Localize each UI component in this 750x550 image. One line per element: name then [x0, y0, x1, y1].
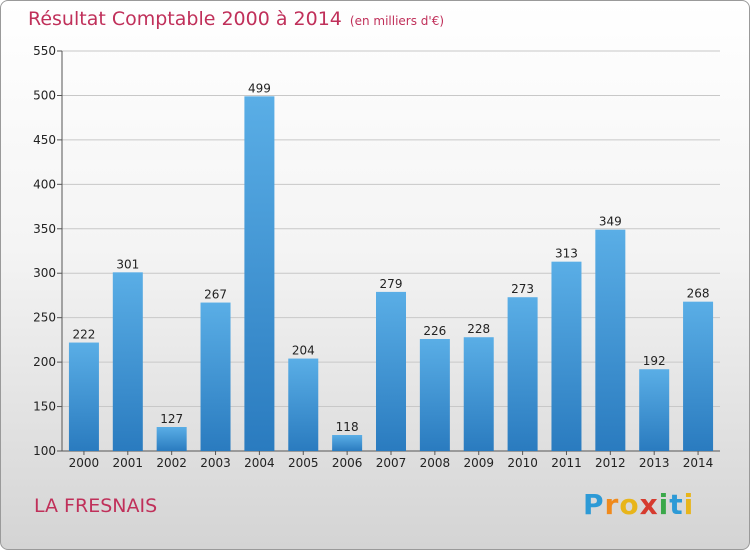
bar-2001[interactable]	[112, 272, 143, 451]
y-tick-label: 300	[33, 266, 56, 280]
bar-value-label: 273	[511, 282, 534, 296]
x-tick-label: 2005	[288, 456, 319, 470]
y-tick-label: 250	[33, 311, 56, 325]
bar-2006[interactable]	[332, 435, 363, 451]
bar-value-label: 192	[643, 354, 666, 368]
logo-letter: i	[658, 488, 670, 521]
bar-2002[interactable]	[156, 427, 187, 451]
bar-2014[interactable]	[683, 301, 714, 451]
y-tick-label: 350	[33, 222, 56, 236]
x-tick-label: 2001	[113, 456, 144, 470]
y-tick-label: 500	[33, 88, 56, 102]
bar-value-label: 127	[160, 412, 183, 426]
x-tick-label: 2007	[376, 456, 407, 470]
x-tick-label: 2010	[507, 456, 538, 470]
bar-2000[interactable]	[68, 342, 99, 451]
y-tick-label: 200	[33, 355, 56, 369]
bar-2013[interactable]	[639, 369, 670, 451]
logo-letter: o	[619, 488, 640, 521]
x-tick-label: 2014	[683, 456, 714, 470]
bar-2009[interactable]	[463, 337, 494, 451]
bar-value-label: 313	[555, 247, 578, 261]
logo-letter: t	[669, 488, 684, 521]
bar-2007[interactable]	[376, 291, 406, 451]
y-tick-label: 450	[33, 133, 56, 147]
bar-value-label: 267	[204, 288, 227, 302]
bar-2010[interactable]	[507, 297, 538, 451]
bar-value-label: 301	[116, 257, 139, 271]
bar-value-label: 228	[467, 322, 490, 336]
chart-title-text: Résultat Comptable 2000 à 2014	[28, 8, 342, 30]
bar-value-label: 226	[423, 324, 446, 338]
x-tick-label: 2002	[156, 456, 187, 470]
bar-value-label: 268	[687, 287, 710, 301]
y-tick-label: 400	[33, 177, 56, 191]
x-tick-label: 2013	[639, 456, 670, 470]
bar-value-label: 279	[380, 277, 403, 291]
logo-letter: P	[583, 488, 605, 521]
bar-layer	[68, 96, 714, 451]
chart-subtitle: (en milliers d'€)	[349, 14, 445, 28]
y-tick-label: 550	[33, 44, 56, 58]
x-tick-label: 2006	[332, 456, 363, 470]
bar-2004[interactable]	[244, 96, 275, 451]
x-tick-label: 2008	[420, 456, 451, 470]
bar-value-label: 204	[292, 344, 315, 358]
y-tick-label: 150	[33, 400, 56, 414]
proxiti-logo[interactable]: Proxiti	[583, 488, 694, 521]
bar-2012[interactable]	[595, 229, 626, 451]
bar-value-label: 499	[248, 81, 271, 95]
bar-value-label: 349	[599, 215, 622, 229]
x-tick-label: 2012	[595, 456, 626, 470]
x-tick-label: 2000	[69, 456, 100, 470]
x-tick-label: 2009	[463, 456, 494, 470]
x-tick-label: 2011	[551, 456, 582, 470]
logo-letter: x	[639, 488, 659, 521]
label-layer: 222 301 127 267 499 204 118 279 226 228 273 313 349 1…	[72, 81, 709, 434]
bar-2003[interactable]	[200, 302, 231, 451]
bar-value-label: 118	[336, 420, 359, 434]
bar-value-label: 222	[72, 328, 95, 342]
bar-2011[interactable]	[551, 261, 582, 451]
bar-2008[interactable]	[419, 339, 450, 451]
chart-title: Résultat Comptable 2000 à 2014 (en millie…	[28, 8, 444, 30]
bar-2005[interactable]	[288, 358, 319, 451]
commune-name: LA FRESNAIS	[34, 495, 158, 517]
logo-letter: r	[604, 488, 620, 521]
x-tick-label: 2003	[200, 456, 231, 470]
x-tick-label: 2004	[244, 456, 275, 470]
y-tick-label: 100	[33, 444, 56, 458]
logo-letter: i	[683, 488, 695, 521]
